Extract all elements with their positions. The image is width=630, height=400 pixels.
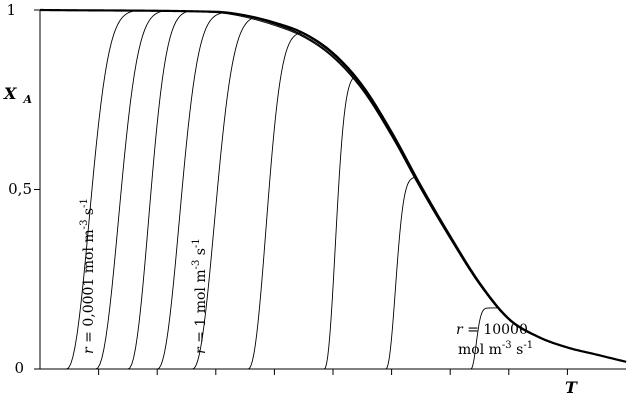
y-axis-title: X A — [3, 84, 33, 106]
rate-curve-4 — [157, 12, 627, 370]
annotation-mid-mid: s — [193, 248, 209, 260]
annotation-low-exp2: -1 — [79, 198, 90, 208]
annotation-mid-exp2: -1 — [191, 238, 202, 248]
y-tick-label-1: 1 — [6, 1, 16, 19]
rate-curve-5 — [192, 16, 627, 370]
rate-curve-9 — [470, 307, 627, 370]
annotation-mid-r: r — [193, 346, 209, 354]
rate-curve-2 — [95, 10, 627, 370]
annotation-high2-exp2: -1 — [523, 340, 533, 351]
annotation-low-text: = 0,0001 mol m — [81, 229, 97, 347]
annotation-low-rate: r = 0,0001 mol m-3 s-1 — [79, 198, 97, 354]
y-axis-title-sub: A — [23, 93, 33, 106]
rate-curve-6 — [247, 31, 627, 370]
annotation-mid-rate: r = 1 mol m-3 s-1 — [191, 238, 209, 354]
annotation-low-exp1: -3 — [79, 220, 90, 230]
annotation-high-r: r — [456, 322, 464, 338]
annotation-high-rate-line2: mol m-3 s-1 — [458, 340, 533, 358]
annotation-high2-text: mol m — [458, 342, 502, 358]
x-axis-title: T — [565, 378, 578, 397]
y-tick-label-0-5: 0,5 — [8, 180, 32, 198]
annotation-high-rate-line1: r = 10000 — [456, 322, 528, 338]
ticks — [34, 9, 568, 375]
annotation-low-r: r — [81, 346, 97, 354]
y-axis-title-main: X — [3, 84, 17, 103]
y-tick-label-0: 0 — [14, 359, 24, 377]
annotation-high2-mid: s — [512, 342, 524, 358]
annotation-high2-exp1: -3 — [502, 340, 512, 351]
equilibrium-curve — [39, 8, 627, 363]
axes — [39, 10, 626, 370]
annotation-mid-exp1: -3 — [191, 260, 202, 270]
annotation-mid-text: = 1 mol m — [193, 269, 209, 347]
annotation-high-text: = 10000 — [463, 322, 528, 338]
annotation-low-mid: s — [81, 208, 97, 220]
curves — [39, 8, 627, 370]
